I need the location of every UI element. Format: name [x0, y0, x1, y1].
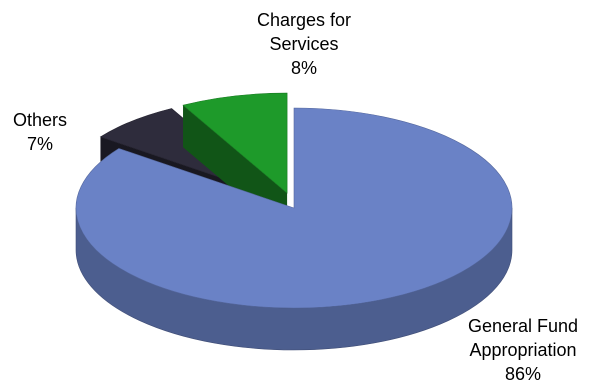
label-charges-line-2: Services	[269, 34, 339, 54]
label-charges-line-1: Charges for	[256, 10, 352, 30]
label-others-line-1: Others	[12, 110, 68, 130]
label-others-percent: 7%	[26, 134, 53, 154]
label-general-percent: 86%	[504, 364, 542, 384]
label-charges-for-services: Charges for Services 8%	[236, 8, 372, 80]
label-general-line-1: General Fund	[467, 316, 579, 336]
slice-general-fund-appropriation	[75, 107, 513, 351]
label-charges-percent: 8%	[290, 58, 317, 78]
label-others: Others 7%	[0, 108, 80, 156]
label-general-line-2: Appropriation	[469, 340, 577, 360]
label-general-fund-appropriation: General Fund Appropriation 86%	[456, 314, 590, 386]
pie-slices	[75, 92, 513, 351]
